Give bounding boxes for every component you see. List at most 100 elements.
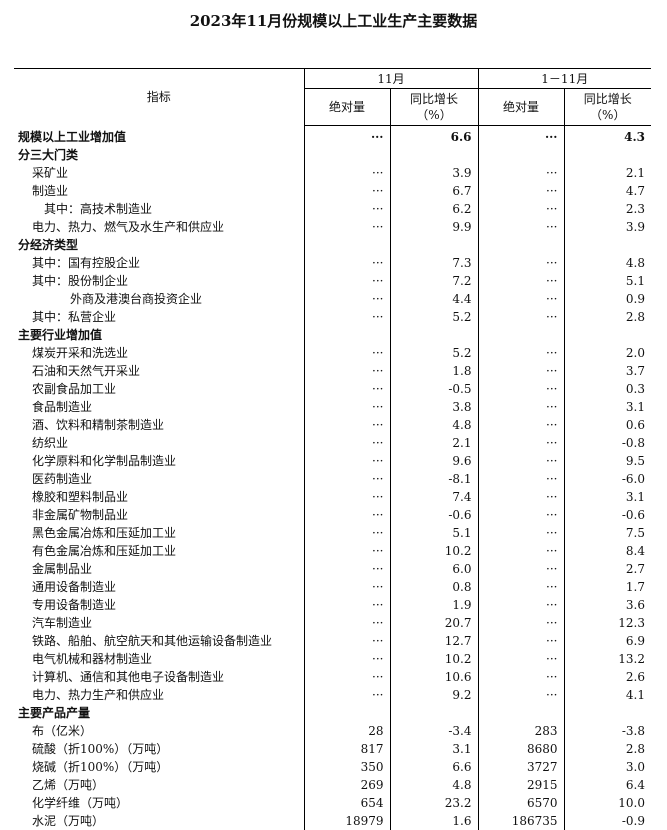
cell-nov-absolute: 817 [303, 740, 390, 758]
cell-ytd-absolute: ··· [477, 344, 564, 362]
header-growth-text: 同比增长 [409, 92, 458, 106]
cell-ytd-absolute [477, 236, 564, 254]
cell-nov-absolute [303, 236, 390, 254]
cell-nov-absolute: ··· [303, 524, 390, 542]
table-row: 专用设备制造业 ··· 1.9 ··· 3.6 [14, 596, 651, 614]
cell-ytd-absolute: ··· [477, 578, 564, 596]
cell-nov-growth: 10.2 [389, 650, 478, 668]
table-row: 农副食品加工业 ··· -0.5 ··· 0.3 [14, 380, 651, 398]
cell-nov-absolute: ··· [303, 362, 390, 380]
cell-nov-growth: 9.2 [389, 686, 478, 704]
cell-ytd-absolute: ··· [477, 182, 564, 200]
data-table: 指标 11月 1－11月 绝对量 同比增长 （%） 绝对量 同比增长 （%） 规模以… [14, 68, 651, 830]
table-row: 其中：私营企业 ··· 5.2 ··· 2.8 [14, 308, 651, 326]
cell-nov-absolute: ··· [303, 488, 390, 506]
section-row: 主要行业增加值 [14, 326, 651, 344]
cell-ytd-absolute: ··· [477, 488, 564, 506]
cell-nov-growth: 7.2 [389, 272, 478, 290]
table-row: 其中：高技术制造业 ··· 6.2 ··· 2.3 [14, 200, 651, 218]
cell-nov-absolute: ··· [303, 218, 390, 236]
cell-ytd-growth: 3.1 [563, 488, 651, 506]
cell-ytd-absolute: ··· [477, 470, 564, 488]
row-label: 计算机、通信和其他电子设备制造业 [32, 670, 225, 684]
table-row: 水泥（万吨） 18979 1.6 186735 -0.9 [14, 812, 651, 830]
cell-ytd-absolute: ··· [477, 200, 564, 218]
cell-nov-absolute: 654 [303, 794, 390, 812]
cell-ytd-absolute: ··· [477, 290, 564, 308]
cell-ytd-growth: 3.7 [563, 362, 651, 380]
section-row: 主要产品产量 [14, 704, 651, 722]
row-label: 布（亿米） [32, 724, 93, 738]
cell-ytd-absolute: 3727 [477, 758, 564, 776]
cell-nov-absolute [303, 146, 390, 164]
row-label: 黑色金属冶炼和压延加工业 [32, 526, 177, 540]
cell-nov-growth: 6.6 [389, 125, 478, 146]
row-label: 主要产品产量 [18, 706, 91, 720]
cell-nov-absolute: ··· [303, 290, 390, 308]
row-label: 采矿业 [32, 166, 69, 180]
table-row: 硫酸（折100%）（万吨） 817 3.1 8680 2.8 [14, 740, 651, 758]
table-row: 酒、饮料和精制茶制造业 ··· 4.8 ··· 0.6 [14, 416, 651, 434]
cell-nov-growth [389, 704, 478, 722]
cell-ytd-absolute: ··· [477, 254, 564, 272]
table-row: 食品制造业 ··· 3.8 ··· 3.1 [14, 398, 651, 416]
cell-nov-growth [389, 326, 478, 344]
cell-nov-absolute: 18979 [303, 812, 390, 830]
cell-nov-growth: -0.6 [389, 506, 478, 524]
cell-nov-absolute: ··· [303, 398, 390, 416]
cell-nov-absolute [303, 326, 390, 344]
cell-ytd-absolute: ··· [477, 542, 564, 560]
cell-nov-absolute: ··· [303, 614, 390, 632]
header-period-jan-nov: 1－11月 [477, 68, 651, 89]
row-label: 非金属矿物制品业 [32, 508, 129, 522]
row-label: 水泥（万吨） [32, 814, 105, 828]
table-row: 医药制造业 ··· -8.1 ··· -6.0 [14, 470, 651, 488]
table-row: 电力、热力、燃气及水生产和供应业 ··· 9.9 ··· 3.9 [14, 218, 651, 236]
section-row: 分经济类型 [14, 236, 651, 254]
cell-ytd-growth: 3.9 [563, 218, 651, 236]
cell-ytd-absolute: ··· [477, 506, 564, 524]
cell-ytd-growth: 13.2 [563, 650, 651, 668]
cell-ytd-growth: 5.1 [563, 272, 651, 290]
cell-ytd-growth: 4.8 [563, 254, 651, 272]
cell-ytd-growth: 1.7 [563, 578, 651, 596]
cell-nov-growth: 5.1 [389, 524, 478, 542]
cell-nov-growth: 20.7 [389, 614, 478, 632]
cell-ytd-growth: 12.3 [563, 614, 651, 632]
table-row: 非金属矿物制品业 ··· -0.6 ··· -0.6 [14, 506, 651, 524]
cell-ytd-growth: -6.0 [563, 470, 651, 488]
cell-nov-absolute: ··· [303, 560, 390, 578]
cell-nov-growth: 9.6 [389, 452, 478, 470]
table-row: 化学纤维（万吨） 654 23.2 6570 10.0 [14, 794, 651, 812]
cell-nov-absolute: ··· [303, 578, 390, 596]
cell-nov-absolute: ··· [303, 452, 390, 470]
cell-ytd-absolute: ··· [477, 380, 564, 398]
row-label: 专用设备制造业 [32, 598, 117, 612]
cell-nov-growth: 5.2 [389, 344, 478, 362]
table-row: 计算机、通信和其他电子设备制造业 ··· 10.6 ··· 2.6 [14, 668, 651, 686]
cell-nov-absolute: 28 [303, 722, 390, 740]
cell-nov-growth: 1.9 [389, 596, 478, 614]
cell-ytd-growth: 3.1 [563, 398, 651, 416]
header-growth: 同比增长 （%） [389, 88, 478, 126]
row-label: 电力、热力生产和供应业 [32, 688, 165, 702]
cell-nov-absolute: ··· [303, 596, 390, 614]
cell-nov-absolute: ··· [303, 686, 390, 704]
cell-ytd-absolute: ··· [477, 362, 564, 380]
table-row: 电气机械和器材制造业 ··· 10.2 ··· 13.2 [14, 650, 651, 668]
row-label: 化学纤维（万吨） [32, 796, 129, 810]
cell-ytd-growth: -0.6 [563, 506, 651, 524]
cell-nov-growth: 3.9 [389, 164, 478, 182]
cell-ytd-growth [563, 146, 651, 164]
cell-nov-absolute: ··· [303, 380, 390, 398]
cell-nov-absolute: ··· [303, 308, 390, 326]
row-label: 规模以上工业增加值 [18, 129, 127, 144]
cell-ytd-absolute [477, 146, 564, 164]
cell-nov-absolute [303, 704, 390, 722]
cell-ytd-absolute: ··· [477, 686, 564, 704]
cell-ytd-growth: 2.7 [563, 560, 651, 578]
cell-nov-growth: 7.4 [389, 488, 478, 506]
cell-ytd-absolute: ··· [477, 218, 564, 236]
table-row: 电力、热力生产和供应业 ··· 9.2 ··· 4.1 [14, 686, 651, 704]
cell-nov-absolute: ··· [303, 506, 390, 524]
